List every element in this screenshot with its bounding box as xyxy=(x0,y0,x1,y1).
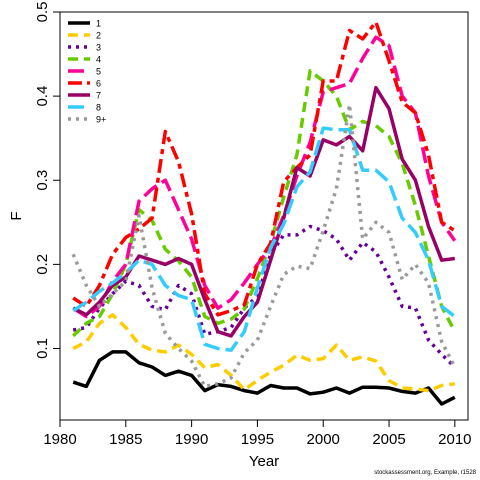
y-axis: 0.1 0.2 0.3 0.4 0.5 xyxy=(34,2,60,359)
legend-label: 3 xyxy=(96,43,101,53)
plot-frame xyxy=(59,11,469,421)
legend-label: 2 xyxy=(96,31,101,41)
y-tick-label: 0.3 xyxy=(34,170,51,191)
x-axis: 1980 1985 1990 1995 2000 2005 2010 xyxy=(43,420,472,448)
y-tick-label: 0.4 xyxy=(34,86,51,107)
legend: 1 2 3 4 5 6 7 8 9+ xyxy=(68,19,106,125)
series-line-7 xyxy=(72,85,456,338)
x-tick-label: 1995 xyxy=(241,431,274,448)
series-line-4 xyxy=(71,69,457,338)
y-axis-label: F xyxy=(8,211,25,220)
series-line-2 xyxy=(72,313,456,393)
legend-label: 9+ xyxy=(96,115,106,125)
x-tick-label: 2010 xyxy=(438,431,471,448)
x-tick-label: 1980 xyxy=(43,431,76,448)
y-tick-label: 0.5 xyxy=(34,2,51,23)
x-tick-label: 2000 xyxy=(307,431,340,448)
y-tick-label: 0.1 xyxy=(34,338,51,359)
legend-label: 1 xyxy=(96,19,101,29)
x-axis-label: Year xyxy=(249,453,279,470)
series-line-5 xyxy=(72,35,457,319)
series-lines xyxy=(71,20,457,406)
x-tick-label: 1985 xyxy=(109,431,142,448)
series-line-9plus xyxy=(71,102,457,389)
legend-label: 5 xyxy=(96,67,101,77)
x-tick-label: 2005 xyxy=(372,431,405,448)
series-line-8 xyxy=(72,126,456,352)
footer-credit: stockassessment.org, Example, r1528 xyxy=(374,470,476,476)
series-line-1 xyxy=(72,350,456,406)
y-tick-label: 0.2 xyxy=(34,254,51,275)
legend-label: 4 xyxy=(96,55,101,65)
legend-label: 7 xyxy=(96,91,101,101)
x-tick-label: 1990 xyxy=(175,431,208,448)
legend-label: 6 xyxy=(96,79,101,89)
legend-label: 8 xyxy=(96,103,101,113)
